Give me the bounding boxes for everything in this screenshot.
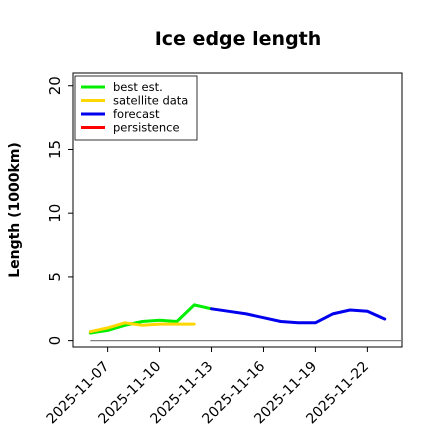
y-tick-label: 0: [46, 336, 64, 346]
y-tick-label: 20: [46, 76, 64, 95]
legend-label: forecast: [113, 107, 160, 121]
y-axis-label: Length (1000km): [7, 142, 23, 278]
y-tick-label: 10: [46, 204, 64, 223]
y-tick-label: 15: [46, 140, 64, 159]
legend-label: satellite data: [113, 94, 188, 108]
y-axis: 0 5 10 15 20: [46, 76, 73, 345]
legend: best est.satellite dataforecastpersisten…: [74, 75, 198, 141]
legend-label: persistence: [113, 121, 180, 135]
legend-items: best est.satellite dataforecastpersisten…: [81, 80, 188, 135]
x-axis: 2025-11-072025-11-102025-11-132025-11-16…: [44, 347, 372, 427]
chart-title: Ice edge length: [155, 28, 322, 50]
series-layer: [88, 303, 387, 335]
series-line-satellite-data: [88, 321, 196, 334]
series-line-forecast: [210, 307, 387, 325]
series-line-best-est-: [88, 303, 213, 335]
y-tick-label: 5: [46, 272, 64, 282]
legend-label: best est.: [113, 80, 163, 94]
